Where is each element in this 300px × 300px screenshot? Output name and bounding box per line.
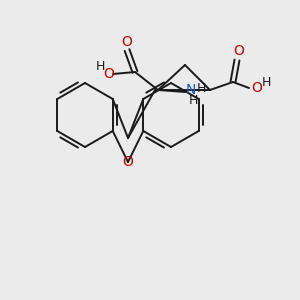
Text: H: H [188,94,198,107]
Text: O: O [252,81,262,95]
Text: O: O [103,67,114,81]
Text: O: O [234,44,244,58]
Text: N: N [186,83,196,97]
Text: O: O [122,35,132,49]
Text: H: H [261,76,271,88]
Text: H: H [196,82,206,94]
Text: O: O [123,155,134,169]
Text: H: H [95,61,105,74]
